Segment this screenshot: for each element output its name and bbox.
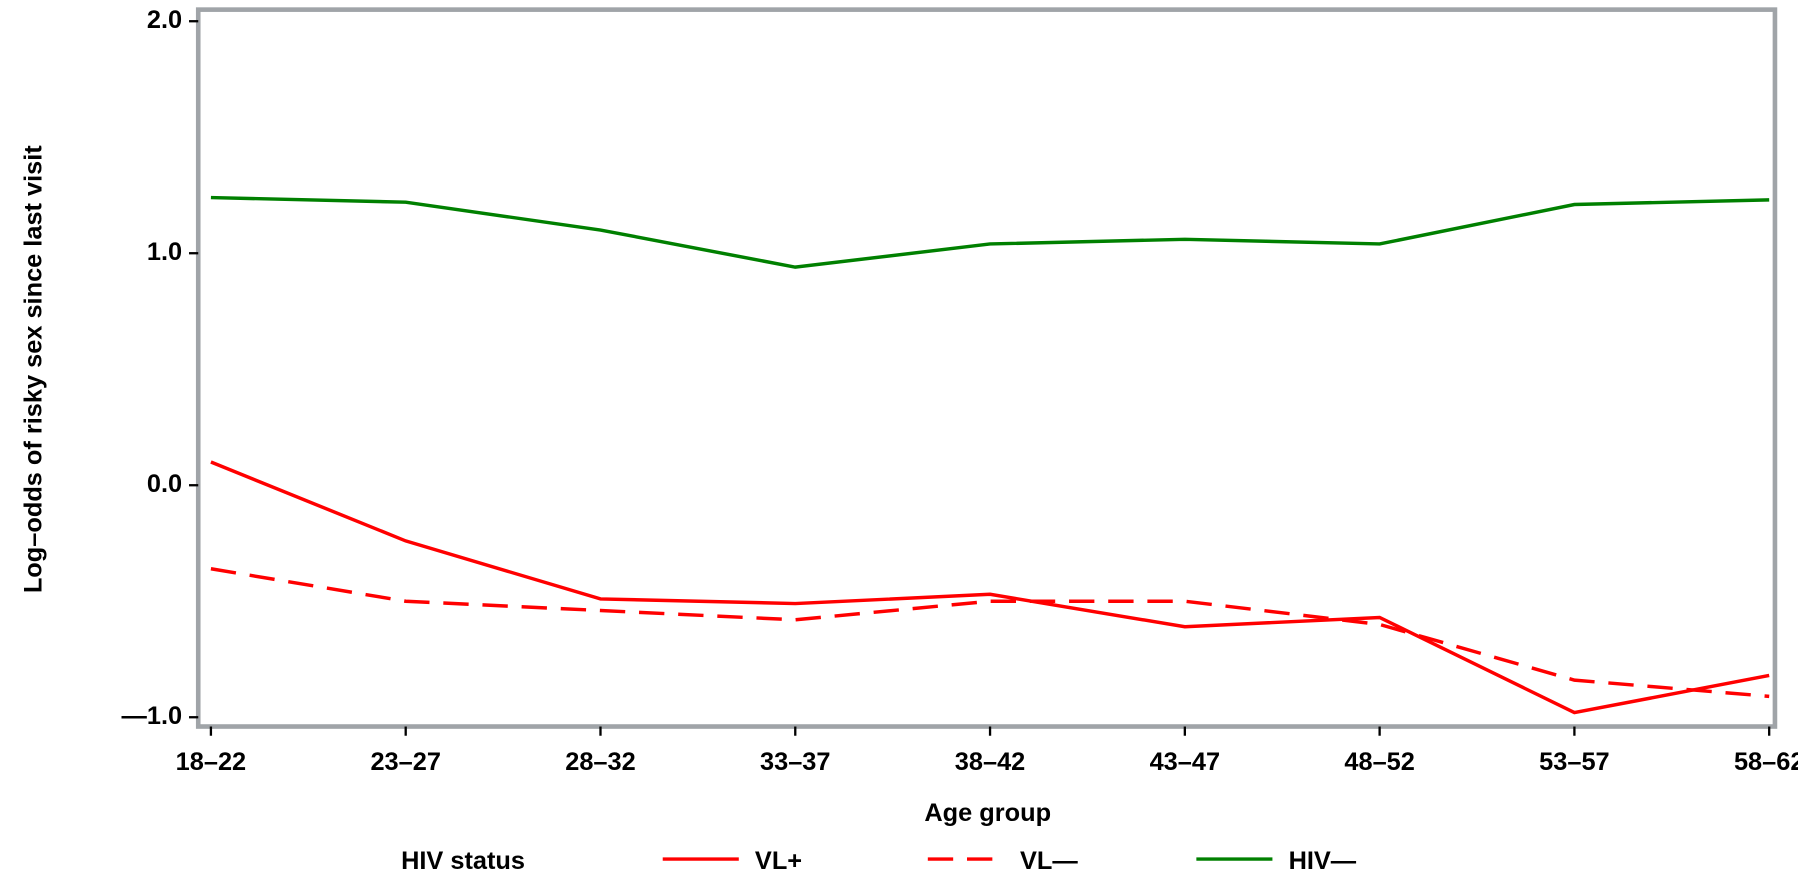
- x-tick-label: 18–22: [176, 748, 246, 776]
- y-tick-label: 2.0: [147, 6, 182, 34]
- y-tick-label: 1.0: [147, 238, 182, 266]
- series-line: [210, 567, 1770, 699]
- y-tick-label: —1.0: [122, 702, 183, 730]
- x-tick-label: 48–52: [1344, 748, 1414, 776]
- legend-label: HIV—: [1289, 847, 1357, 871]
- x-tick-label: 23–27: [370, 748, 440, 776]
- x-tick-label: 33–37: [760, 748, 830, 776]
- legend-label: VL—: [1020, 847, 1078, 871]
- y-tick-label: 0.0: [147, 470, 182, 498]
- y-axis-label: Log–odds of risky sex since last visit: [19, 145, 47, 593]
- plot-frame: [195, 7, 1778, 729]
- legend-title: HIV status: [401, 847, 525, 871]
- x-tick-label: 58–62: [1734, 748, 1798, 776]
- legend-label: VL+: [755, 847, 802, 871]
- x-tick-label: 53–57: [1539, 748, 1609, 776]
- series-line: [210, 460, 1770, 715]
- x-tick-label: 28–32: [565, 748, 635, 776]
- series-line: [210, 195, 1770, 269]
- x-axis-label: Age group: [924, 799, 1051, 827]
- x-tick-label: 43–47: [1150, 748, 1220, 776]
- x-tick-label: 38–42: [955, 748, 1025, 776]
